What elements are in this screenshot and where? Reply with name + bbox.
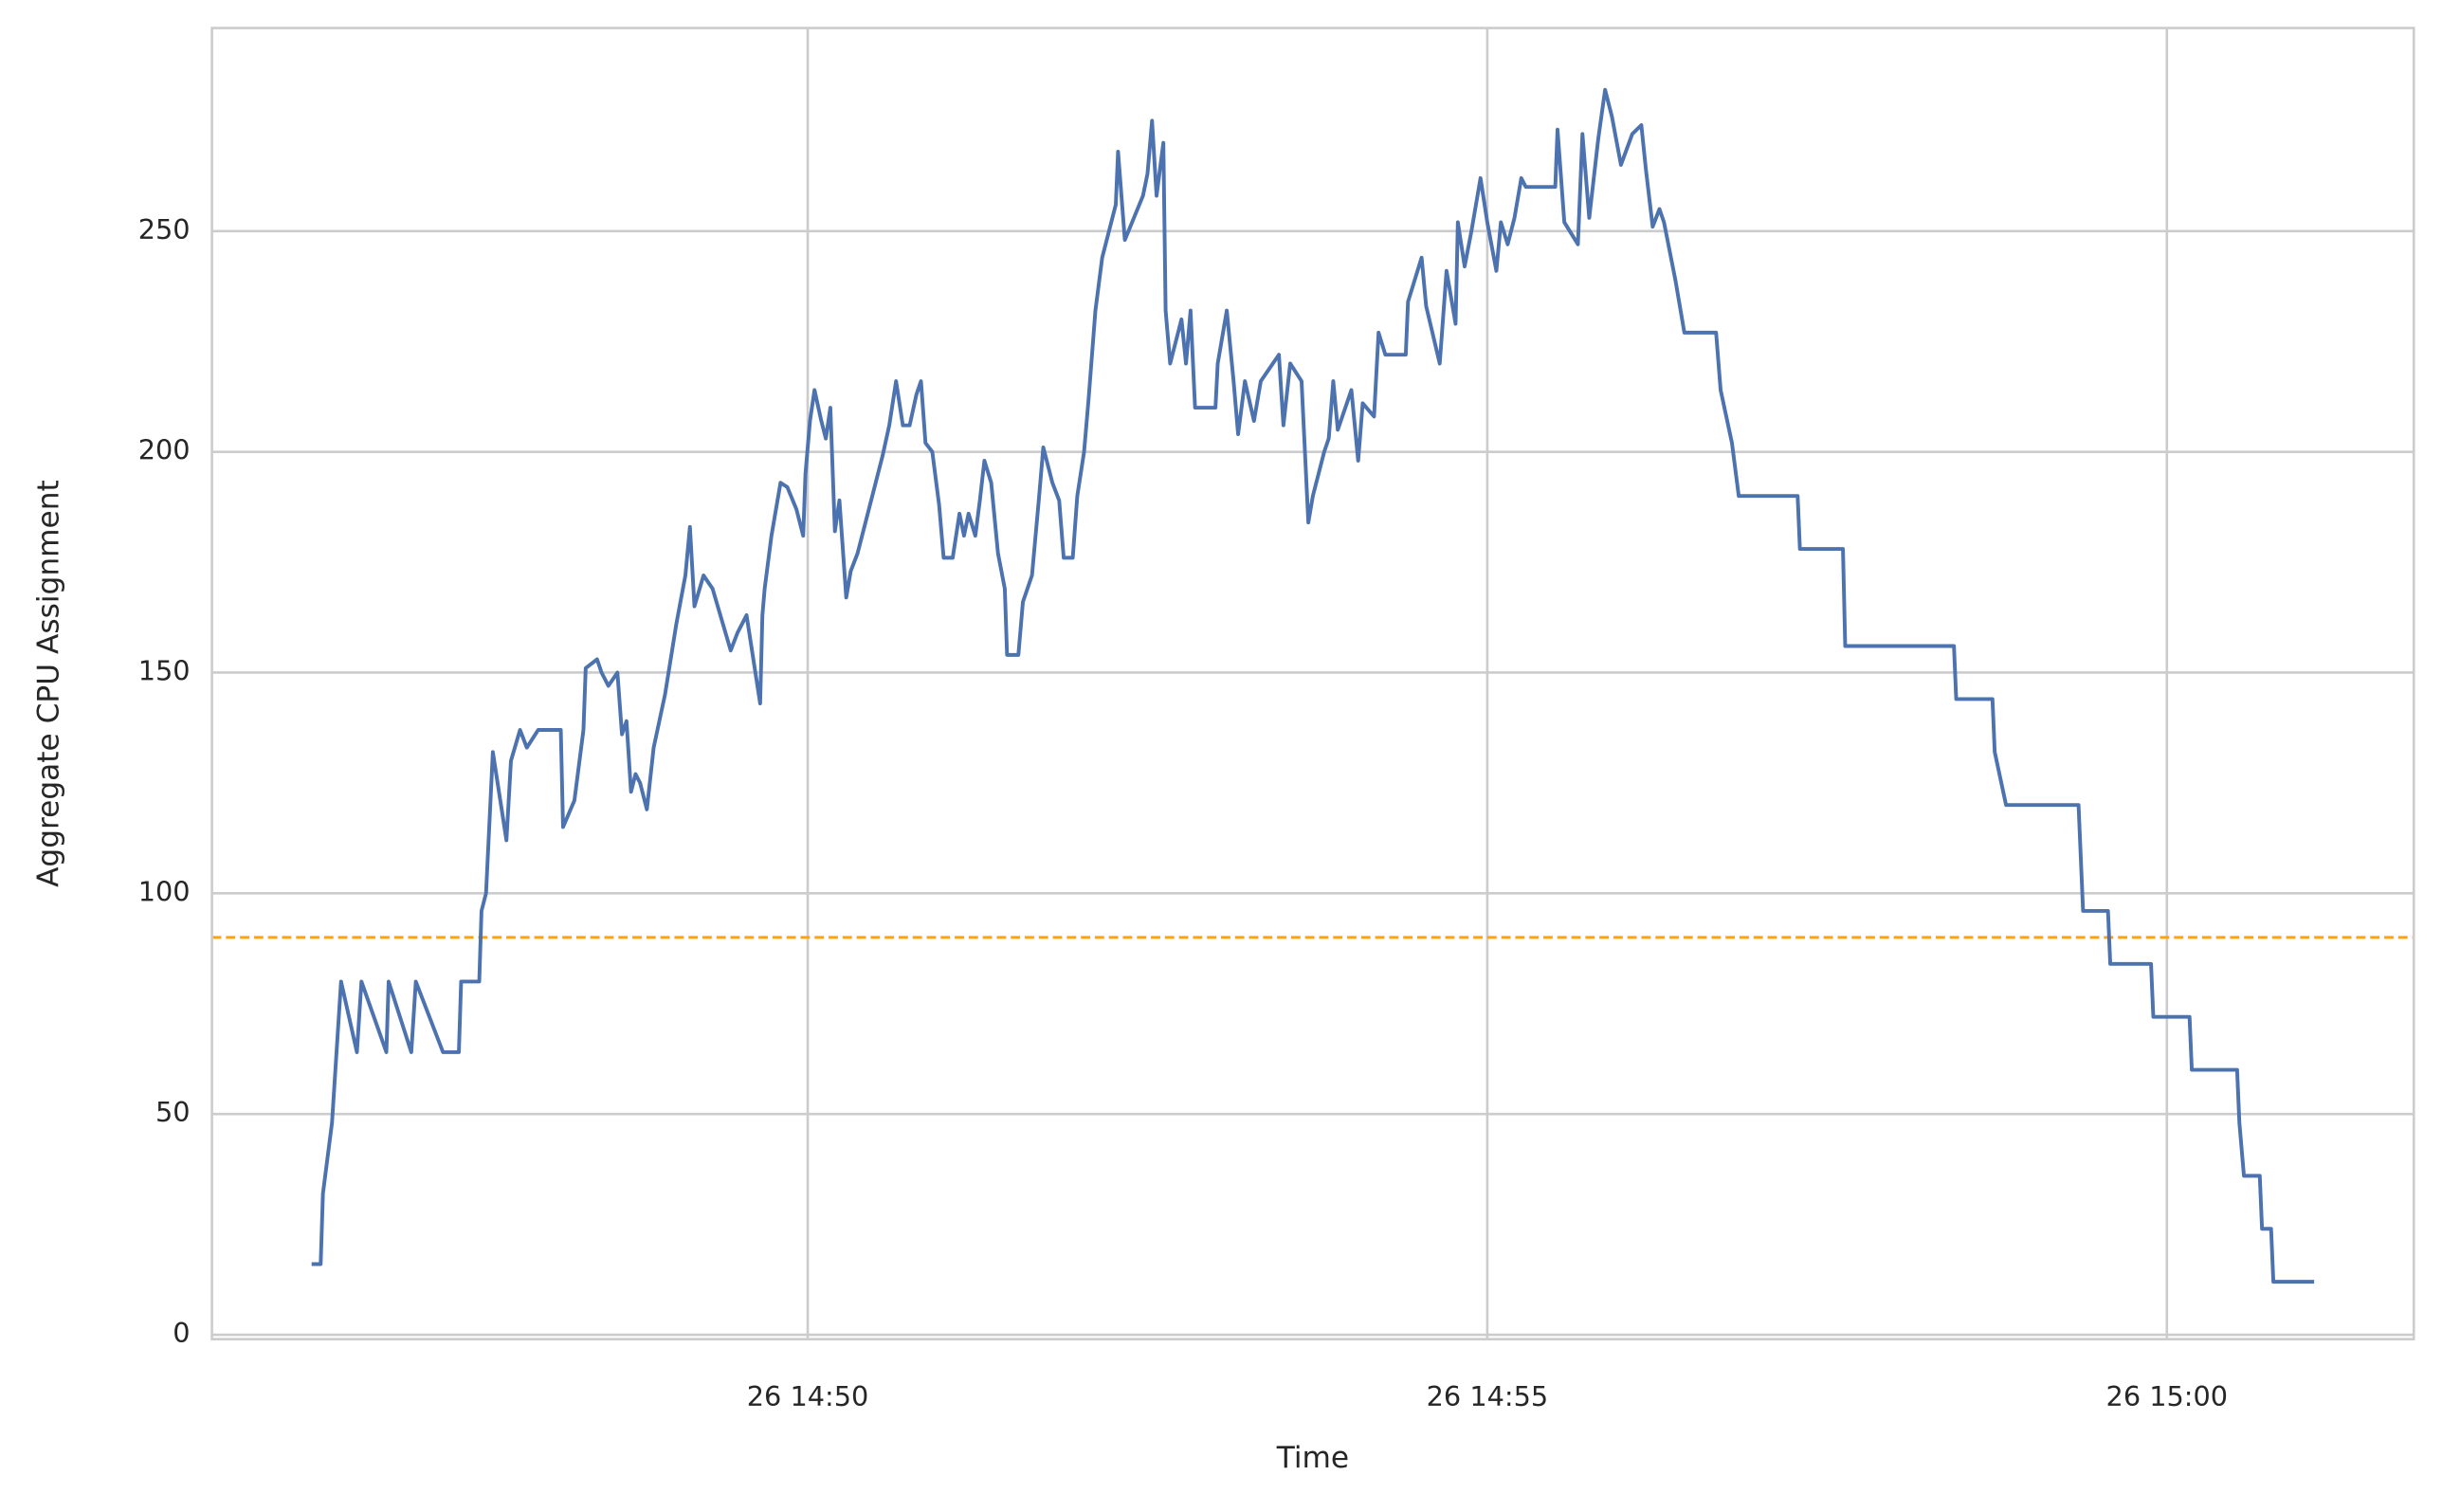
y-tick-label: 0 [173, 1317, 190, 1349]
plot-frame [210, 27, 2415, 1340]
x-axis-label: Time [1276, 1441, 1349, 1475]
x-tick-label: 26 14:50 [747, 1380, 869, 1412]
data-line [311, 87, 2315, 1284]
y-axis-label: Aggregate CPU Assignment [32, 480, 66, 887]
y-tick-label: 100 [138, 875, 191, 907]
y-tick-label: 150 [138, 654, 191, 686]
y-tick-label: 250 [138, 213, 191, 246]
y-tick-label: 50 [155, 1096, 191, 1128]
plot [211, 87, 2415, 1284]
y-tick-label: 200 [138, 434, 191, 466]
x-tick-label: 26 14:55 [1427, 1380, 1549, 1412]
grid [211, 27, 2415, 1339]
x-tick-label: 26 15:00 [2106, 1380, 2229, 1412]
